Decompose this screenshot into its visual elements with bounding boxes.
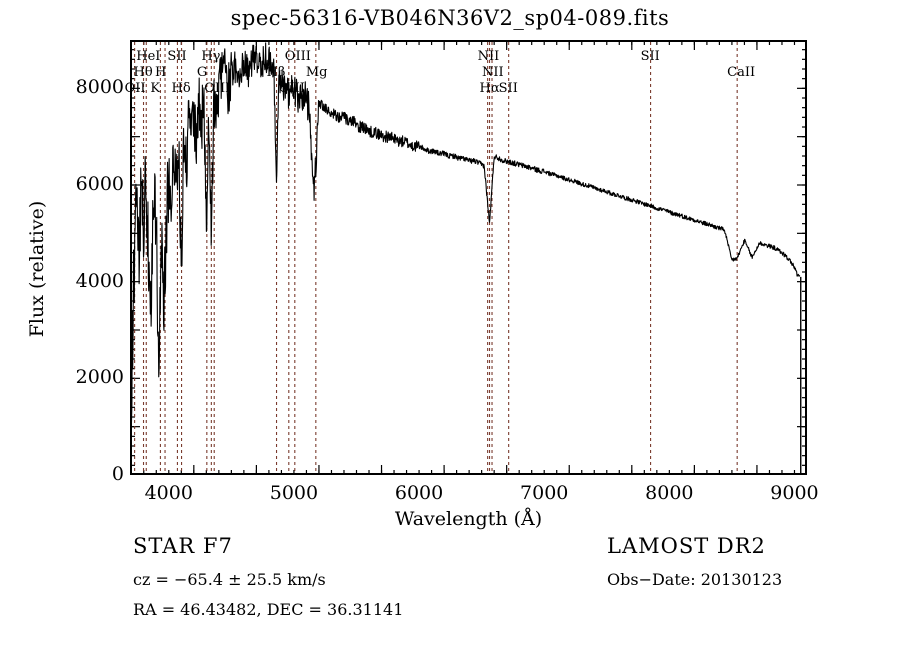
- spectrum-curve: [130, 42, 801, 422]
- y-axis-title-wrap: Flux (relative): [0, 0, 48, 500]
- x-tick-label: 7000: [520, 482, 569, 504]
- y-axis-tick-labels: 0 2000 4000 6000 8000: [60, 0, 124, 649]
- y-tick-label: 2000: [75, 366, 124, 389]
- y-tick-label: 4000: [75, 269, 124, 292]
- page-title: spec-56316-VB046N36V2_sp04-089.fits: [230, 6, 670, 30]
- coordinates: RA = 46.43482, DEC = 36.31141: [133, 600, 404, 619]
- y-tick-label: 6000: [75, 173, 124, 195]
- x-axis-tick-labels: 4000 5000 6000 7000 8000 9000: [0, 482, 900, 508]
- survey-name: LAMOST DR2: [607, 534, 766, 558]
- axis-ticks: [130, 40, 807, 475]
- observation-date: Obs−Date: 20130123: [607, 570, 783, 589]
- spectrum-canvas: [130, 40, 807, 475]
- x-tick-label: 6000: [394, 482, 444, 504]
- object-type-and-class: STAR F7: [133, 534, 233, 558]
- footer: STAR F7 cz = −65.4 ± 25.5 km/s RA = 46.4…: [0, 528, 900, 648]
- y-tick-label: 0: [111, 463, 124, 485]
- x-axis-title: Wavelength (Å): [394, 508, 543, 530]
- x-tick-label: 8000: [645, 482, 694, 504]
- x-tick-label: 4000: [144, 482, 193, 504]
- spectral-line-markers: [134, 42, 738, 473]
- y-tick-label: 8000: [75, 76, 124, 99]
- x-tick-label: 5000: [269, 482, 319, 504]
- y-axis-title: Flux (relative): [26, 200, 48, 338]
- x-tick-label: 9000: [770, 482, 819, 504]
- redshift-velocity: cz = −65.4 ± 25.5 km/s: [133, 570, 326, 589]
